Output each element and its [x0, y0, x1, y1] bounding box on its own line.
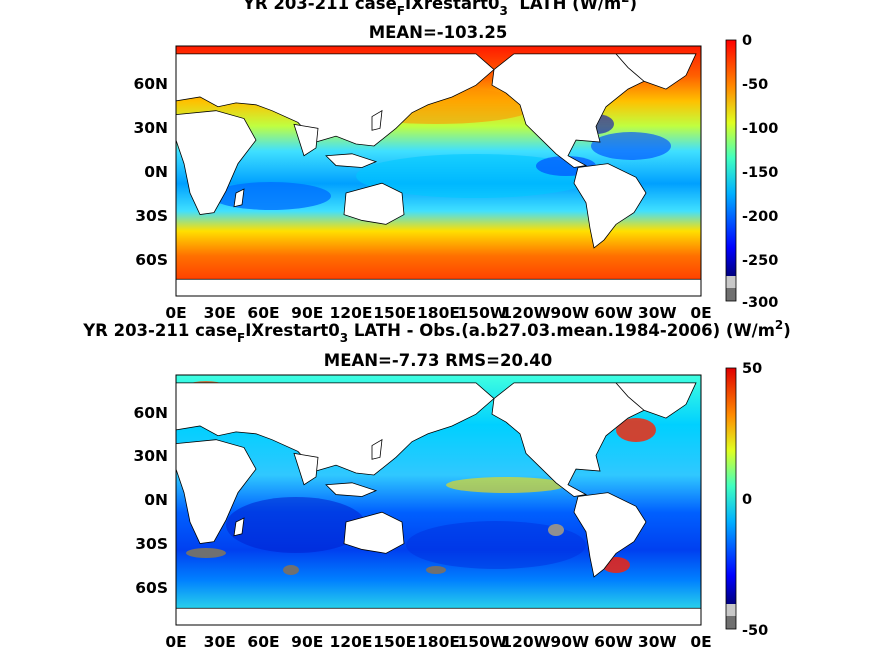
top-x-tick: 150E: [373, 304, 416, 322]
bottom-x-tick: 90W: [550, 633, 589, 651]
bottom-colorbar-tick: -50: [742, 623, 768, 639]
bottom-y-axis: 60N 30N 0N 30S 60S: [133, 404, 168, 597]
top-panel-title: YR 203-211 caseFIXrestart03 LATH (W/m2): [242, 0, 637, 18]
bottom-map: [175, 374, 702, 626]
bottom-colorbar-tick: 0: [742, 492, 752, 508]
bottom-x-tick: 90E: [291, 633, 323, 651]
bottom-x-tick: 120W: [501, 633, 550, 651]
bottom-y-tick: 60S: [135, 579, 168, 597]
top-colorbar-tick: -200: [742, 209, 778, 225]
bottom-panel: YR 203-211 caseFIXrestart03 LATH - Obs.(…: [82, 318, 791, 651]
top-x-tick: 150W: [458, 304, 507, 322]
top-x-tick: 0E: [690, 304, 711, 322]
bottom-x-tick: 180E: [417, 633, 460, 651]
top-x-tick: 30E: [204, 304, 236, 322]
bottom-x-tick: 60E: [247, 633, 279, 651]
bottom-panel-title: YR 203-211 caseFIXrestart03 LATH - Obs.(…: [82, 318, 791, 345]
top-y-tick: 0N: [144, 163, 168, 181]
top-x-tick: 90W: [550, 304, 589, 322]
top-y-tick: 60N: [133, 75, 168, 93]
top-colorbar-tick: -100: [742, 121, 778, 137]
top-x-tick: 120E: [330, 304, 373, 322]
bottom-y-tick: 60N: [133, 404, 168, 422]
top-y-tick: 30S: [135, 207, 168, 225]
top-map: [175, 45, 702, 297]
bottom-x-tick: 0E: [165, 633, 186, 651]
top-colorbar-tick: -150: [742, 165, 778, 181]
bottom-x-tick: 30E: [204, 633, 236, 651]
top-x-tick: 0E: [165, 304, 186, 322]
top-panel-subtitle: MEAN=-103.25: [369, 23, 508, 42]
top-colorbar-tick: -50: [742, 77, 768, 93]
bottom-colorbar: 50 0 -50: [725, 361, 768, 639]
top-colorbar: 0 -50 -100 -150 -200 -250 -300: [725, 33, 778, 311]
top-x-tick: 60W: [594, 304, 633, 322]
top-x-tick: 30W: [638, 304, 677, 322]
top-x-tick: 120W: [501, 304, 550, 322]
bottom-colorbar-tick: 50: [742, 361, 762, 377]
top-x-tick: 180E: [417, 304, 460, 322]
top-colorbar-tick: -250: [742, 253, 778, 269]
bottom-x-tick: 0E: [690, 633, 711, 651]
top-y-tick: 60S: [135, 251, 168, 269]
bottom-y-tick: 30N: [133, 447, 168, 465]
top-colorbar-tick: 0: [742, 33, 752, 49]
top-y-tick: 30N: [133, 119, 168, 137]
top-x-tick: 60E: [247, 304, 279, 322]
bottom-x-tick: 120E: [330, 633, 373, 651]
bottom-panel-subtitle: MEAN=-7.73 RMS=20.40: [324, 351, 552, 370]
bottom-y-tick: 30S: [135, 535, 168, 553]
bottom-x-tick: 150E: [373, 633, 416, 651]
bottom-x-tick: 60W: [594, 633, 633, 651]
top-panel: YR 203-211 caseFIXrestart03 LATH (W/m2) …: [133, 0, 778, 322]
bottom-x-tick: 150W: [458, 633, 507, 651]
bottom-y-tick: 0N: [144, 491, 168, 509]
bottom-x-tick: 30W: [638, 633, 677, 651]
top-y-axis: 60N 30N 0N 30S 60S: [133, 75, 168, 269]
top-x-tick: 90E: [291, 304, 323, 322]
top-colorbar-tick: -300: [742, 295, 778, 311]
